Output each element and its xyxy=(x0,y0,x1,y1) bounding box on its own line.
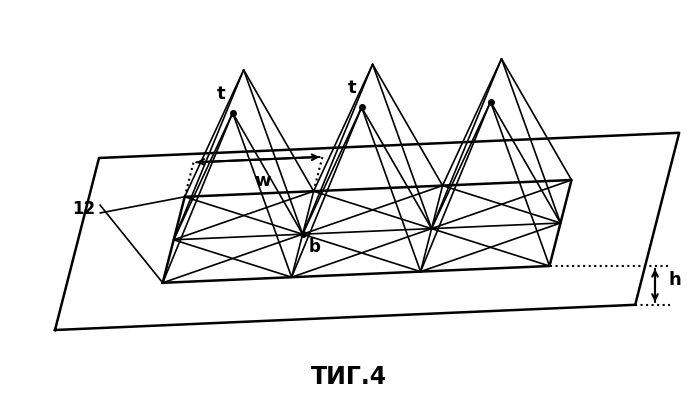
Text: t: t xyxy=(347,79,356,97)
Text: b: b xyxy=(309,238,321,256)
Text: t: t xyxy=(217,85,225,103)
Text: h: h xyxy=(669,272,682,290)
Text: ΤИГ.4: ΤИГ.4 xyxy=(311,365,387,389)
Text: w: w xyxy=(254,172,271,190)
Text: 12: 12 xyxy=(72,200,95,218)
